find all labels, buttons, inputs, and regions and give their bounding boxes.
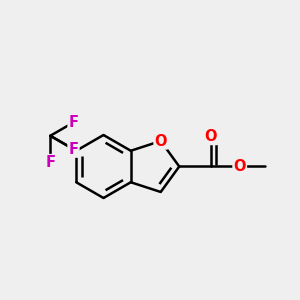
Text: F: F xyxy=(68,142,79,157)
Text: F: F xyxy=(45,155,55,170)
Text: F: F xyxy=(68,115,79,130)
Text: O: O xyxy=(205,129,217,144)
Text: O: O xyxy=(233,159,246,174)
Text: O: O xyxy=(154,134,167,148)
